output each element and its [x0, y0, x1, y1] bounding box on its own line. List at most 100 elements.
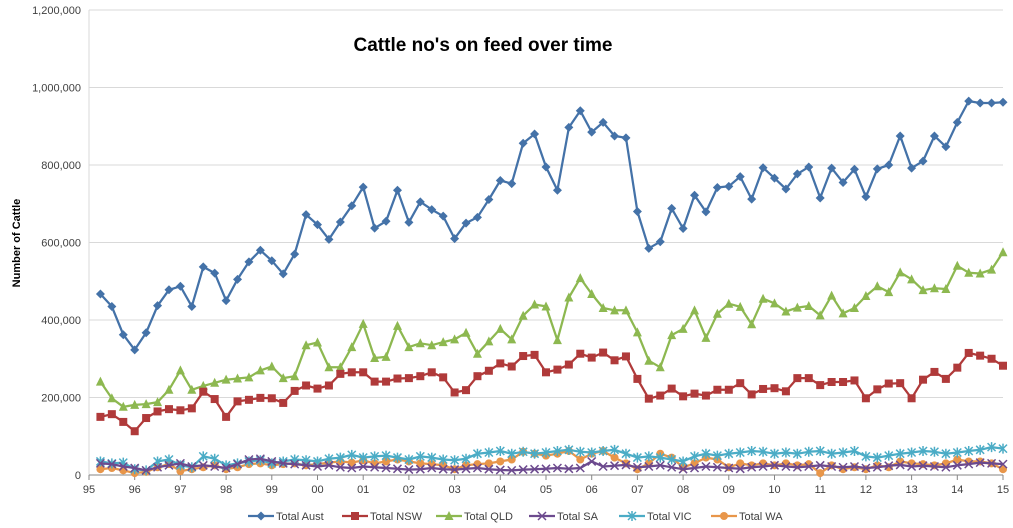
data-point: [975, 444, 985, 455]
y-tick-label: 800,000: [41, 160, 81, 172]
data-point: [472, 463, 482, 473]
data-point: [382, 457, 391, 466]
data-point: [530, 464, 540, 474]
data-point: [495, 176, 505, 185]
data-point: [450, 234, 460, 244]
data-point: [792, 302, 802, 312]
data-point: [598, 302, 608, 312]
data-point: [541, 464, 551, 474]
data-point: [839, 378, 848, 386]
data-point: [873, 385, 882, 394]
x-tick-label: 01: [357, 484, 369, 496]
data-point: [290, 249, 300, 259]
data-point: [210, 377, 220, 387]
data-point: [267, 361, 277, 371]
data-point: [233, 373, 243, 383]
data-point: [758, 163, 768, 173]
x-tick-label: 11: [814, 484, 825, 496]
data-point: [941, 462, 951, 472]
data-point: [895, 131, 905, 141]
data-point: [747, 390, 756, 399]
data-point: [324, 453, 334, 464]
data-point: [141, 465, 151, 475]
x-tick-label: 09: [723, 484, 735, 496]
data-point: [118, 330, 128, 340]
series-line: [100, 457, 1004, 472]
data-point: [438, 211, 448, 221]
data-point: [107, 393, 117, 403]
data-point: [655, 460, 665, 470]
data-point: [141, 328, 151, 338]
data-point: [381, 351, 391, 361]
data-point: [255, 245, 265, 255]
data-point: [667, 384, 676, 393]
data-point: [976, 351, 985, 360]
data-point: [964, 459, 974, 469]
data-point: [347, 342, 357, 352]
data-point: [918, 461, 928, 471]
data-point: [518, 446, 528, 457]
data-point: [576, 455, 585, 464]
data-point: [278, 458, 288, 468]
data-point: [907, 274, 917, 284]
x-tick-label: 99: [266, 484, 278, 496]
data-point: [815, 310, 825, 320]
data-point: [278, 269, 288, 279]
data-point: [781, 184, 791, 194]
data-point: [404, 342, 414, 352]
data-point: [392, 185, 402, 195]
data-point: [941, 448, 951, 459]
series-total-nsw: [96, 348, 1007, 436]
y-tick-label: 600,000: [41, 238, 81, 250]
data-point: [313, 384, 322, 393]
data-point: [495, 465, 505, 475]
data-point: [804, 461, 814, 472]
data-point: [964, 267, 974, 277]
data-point: [130, 345, 140, 355]
data-point: [759, 384, 768, 393]
data-point: [884, 379, 893, 388]
data-point: [689, 451, 700, 462]
data-point: [827, 290, 837, 300]
data-point: [781, 461, 791, 472]
legend-label: Total Aust: [276, 511, 324, 523]
data-point: [987, 354, 996, 363]
data-point: [838, 447, 848, 458]
legend-marker: [720, 512, 728, 520]
data-point: [952, 460, 962, 470]
data-point: [872, 462, 882, 472]
legend-item: Total QLD: [436, 511, 513, 523]
data-point: [655, 452, 665, 463]
data-point: [461, 218, 471, 228]
data-point: [416, 372, 425, 381]
y-tick-label: 0: [75, 470, 81, 482]
data-point: [781, 387, 790, 396]
data-point: [827, 448, 837, 459]
data-point: [644, 243, 654, 253]
data-point: [302, 381, 311, 390]
y-tick-label: 200,000: [41, 393, 81, 405]
data-point: [438, 454, 448, 465]
data-point: [507, 465, 517, 475]
data-point: [153, 407, 162, 416]
data-point: [701, 332, 711, 342]
data-point: [815, 193, 825, 203]
data-point: [198, 380, 208, 390]
data-point: [347, 458, 356, 467]
data-point: [347, 449, 357, 460]
data-point: [255, 454, 265, 464]
data-point: [975, 98, 985, 108]
data-point: [621, 305, 631, 315]
data-point: [690, 190, 700, 200]
data-point: [587, 353, 596, 362]
data-point: [667, 462, 677, 472]
data-point: [712, 462, 722, 472]
data-point: [575, 463, 585, 473]
series-layer: [95, 96, 1008, 478]
data-point: [392, 452, 403, 463]
data-point: [518, 310, 528, 320]
data-point: [404, 217, 414, 227]
data-point: [815, 460, 825, 470]
data-point: [690, 305, 700, 315]
